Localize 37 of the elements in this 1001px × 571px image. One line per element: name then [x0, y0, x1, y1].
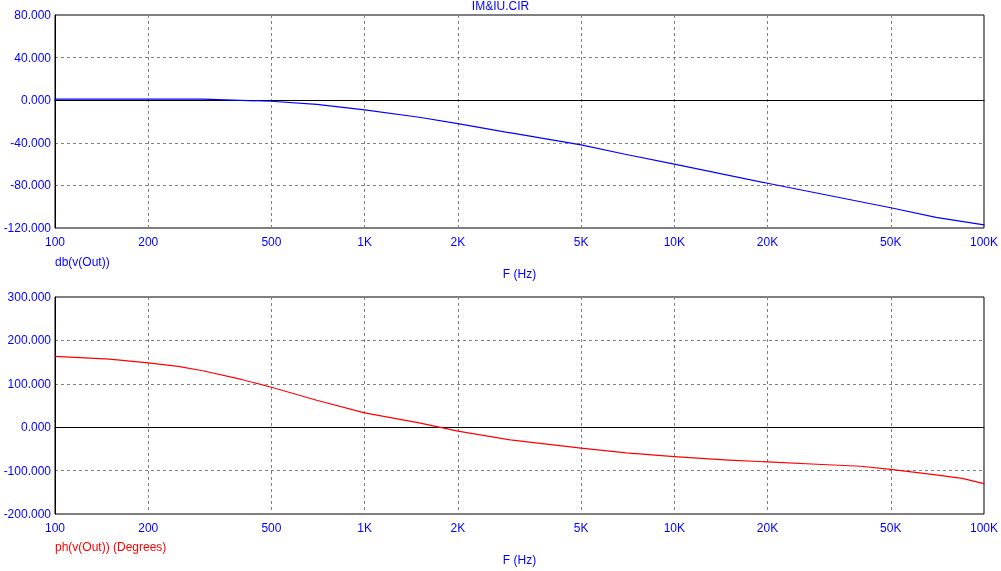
x-tick-label: 100K — [969, 521, 998, 535]
y-tick-label: -80.000 — [10, 178, 52, 193]
x-tick-label: 500 — [261, 521, 282, 535]
x-tick-label: 10K — [663, 521, 685, 535]
y-tick-label: -200.000 — [3, 507, 52, 521]
y-tick-label: -100.000 — [3, 463, 52, 478]
text: ph(v(Out)) (Degrees) — [55, 540, 167, 554]
y-tick-label: 300.000 — [7, 290, 52, 304]
x-tick-label: 100 — [44, 521, 66, 535]
y-tick-label: 0.000 — [20, 93, 52, 108]
x-tick-label: 100 — [44, 235, 66, 249]
x-tick-label: 1K — [357, 521, 373, 535]
x-tick-label: 100K — [969, 235, 998, 249]
text: db(v(Out)) — [55, 255, 110, 269]
x-tick-label: 5K — [573, 521, 589, 535]
x-tick-label: 50K — [880, 521, 902, 535]
y-tick-label: 100.000 — [7, 376, 52, 391]
x-tick-label: 200 — [138, 235, 159, 249]
y-tick-label: 0.000 — [20, 420, 52, 435]
y-tick-label: -40.000 — [10, 135, 52, 150]
x-tick-label: 2K — [450, 521, 466, 535]
y-tick-label: 80.000 — [14, 8, 52, 22]
x-tick-label: 1K — [357, 235, 373, 249]
x-tick-label: 10K — [663, 235, 685, 249]
y-tick-label: -120.000 — [3, 221, 52, 235]
x-tick-label: 20K — [756, 235, 779, 249]
x-tick-label: 50K — [880, 235, 902, 249]
x-tick-label: 200 — [138, 521, 159, 535]
x-tick-label: 500 — [261, 235, 282, 249]
y-tick-label: 40.000 — [14, 50, 52, 65]
x-tick-label: 2K — [450, 235, 466, 249]
y-tick-label: 200.000 — [7, 333, 52, 348]
chart-title: IM&IU.CIR — [471, 0, 530, 13]
x-tick-label: 5K — [573, 235, 589, 249]
x-tick-label: 20K — [756, 521, 779, 535]
x-axis-title: F (Hz) — [502, 267, 537, 281]
x-axis-title: F (Hz) — [502, 553, 537, 567]
